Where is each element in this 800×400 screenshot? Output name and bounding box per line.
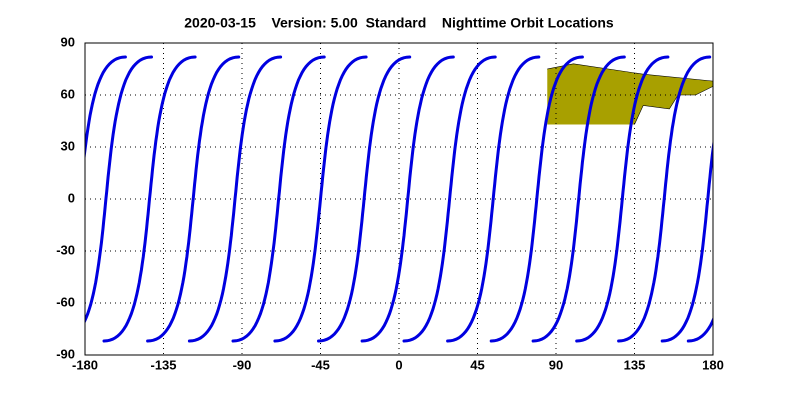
y-tick-label: 60 xyxy=(61,86,75,101)
tick-labels: -180 -135 -90 -45 0 45 90 135 180 -90 -60 -30 0 30 60 9… xyxy=(56,34,724,372)
y-tick-label: 90 xyxy=(61,34,75,49)
orbit-track xyxy=(446,55,541,343)
y-tick-label: -60 xyxy=(56,294,75,309)
x-tick-label: 0 xyxy=(395,357,402,372)
x-tick-label: 135 xyxy=(624,357,646,372)
orbit-track xyxy=(273,55,368,343)
orbit-track xyxy=(146,55,241,343)
orbit-track xyxy=(575,55,670,343)
orbit-track xyxy=(231,55,326,343)
orbit-track xyxy=(85,55,713,343)
x-tick-label: -135 xyxy=(150,357,176,372)
orbit-track xyxy=(489,55,584,343)
x-tick-label: -90 xyxy=(233,357,252,372)
orbit-track xyxy=(102,55,197,343)
x-tick-label: 90 xyxy=(549,357,563,372)
orbit-track xyxy=(402,55,497,343)
y-tick-label: 30 xyxy=(61,138,75,153)
orbits xyxy=(85,55,713,343)
x-tick-label: -180 xyxy=(72,357,98,372)
chart-title: 2020-03-15 Version: 5.00 Standard Nightt… xyxy=(184,15,614,31)
orbit-track xyxy=(360,55,455,343)
y-tick-label: -90 xyxy=(56,346,75,361)
y-tick-label: -30 xyxy=(56,242,75,257)
x-tick-label: 180 xyxy=(702,357,724,372)
orbit-track xyxy=(187,55,283,343)
orbit-track xyxy=(85,55,713,343)
orbit-track xyxy=(617,55,712,343)
y-tick-label: 0 xyxy=(68,190,75,205)
orbit-track xyxy=(317,55,412,343)
x-tick-label: 45 xyxy=(470,357,484,372)
x-tick-label: -45 xyxy=(311,357,330,372)
plot-frame xyxy=(84,42,714,356)
orbit-track xyxy=(531,55,626,343)
